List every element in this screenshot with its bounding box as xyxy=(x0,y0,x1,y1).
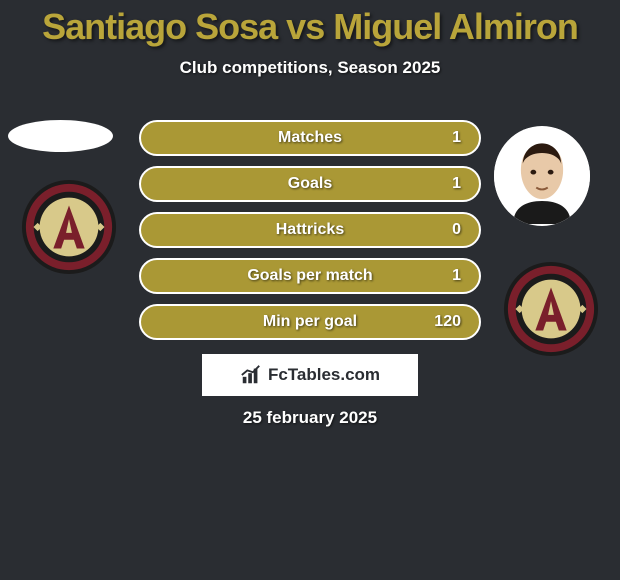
stat-label: Hattricks xyxy=(141,221,479,239)
page-title: Santiago Sosa vs Miguel Almiron xyxy=(0,0,620,48)
stat-row: Goals 1 xyxy=(139,166,481,202)
stat-value: 1 xyxy=(452,267,461,285)
stat-row: Min per goal 120 xyxy=(139,304,481,340)
stat-value: 1 xyxy=(452,129,461,147)
fctables-label: FcTables.com xyxy=(268,365,380,385)
subtitle: Club competitions, Season 2025 xyxy=(0,58,620,78)
stat-row: Hattricks 0 xyxy=(139,212,481,248)
stat-row: Goals per match 1 xyxy=(139,258,481,294)
stat-label: Goals per match xyxy=(141,267,479,285)
fctables-attribution: FcTables.com xyxy=(202,354,418,396)
stat-label: Matches xyxy=(141,129,479,147)
stat-label: Goals xyxy=(141,175,479,193)
stat-row: Matches 1 xyxy=(139,120,481,156)
date-line: 25 february 2025 xyxy=(0,408,620,428)
club-badge-right xyxy=(502,260,600,344)
stat-label: Min per goal xyxy=(141,313,479,331)
club-badge-left xyxy=(20,178,118,262)
stat-value: 0 xyxy=(452,221,461,239)
stat-value: 1 xyxy=(452,175,461,193)
stat-value: 120 xyxy=(434,313,461,331)
bar-chart-icon xyxy=(240,364,262,386)
